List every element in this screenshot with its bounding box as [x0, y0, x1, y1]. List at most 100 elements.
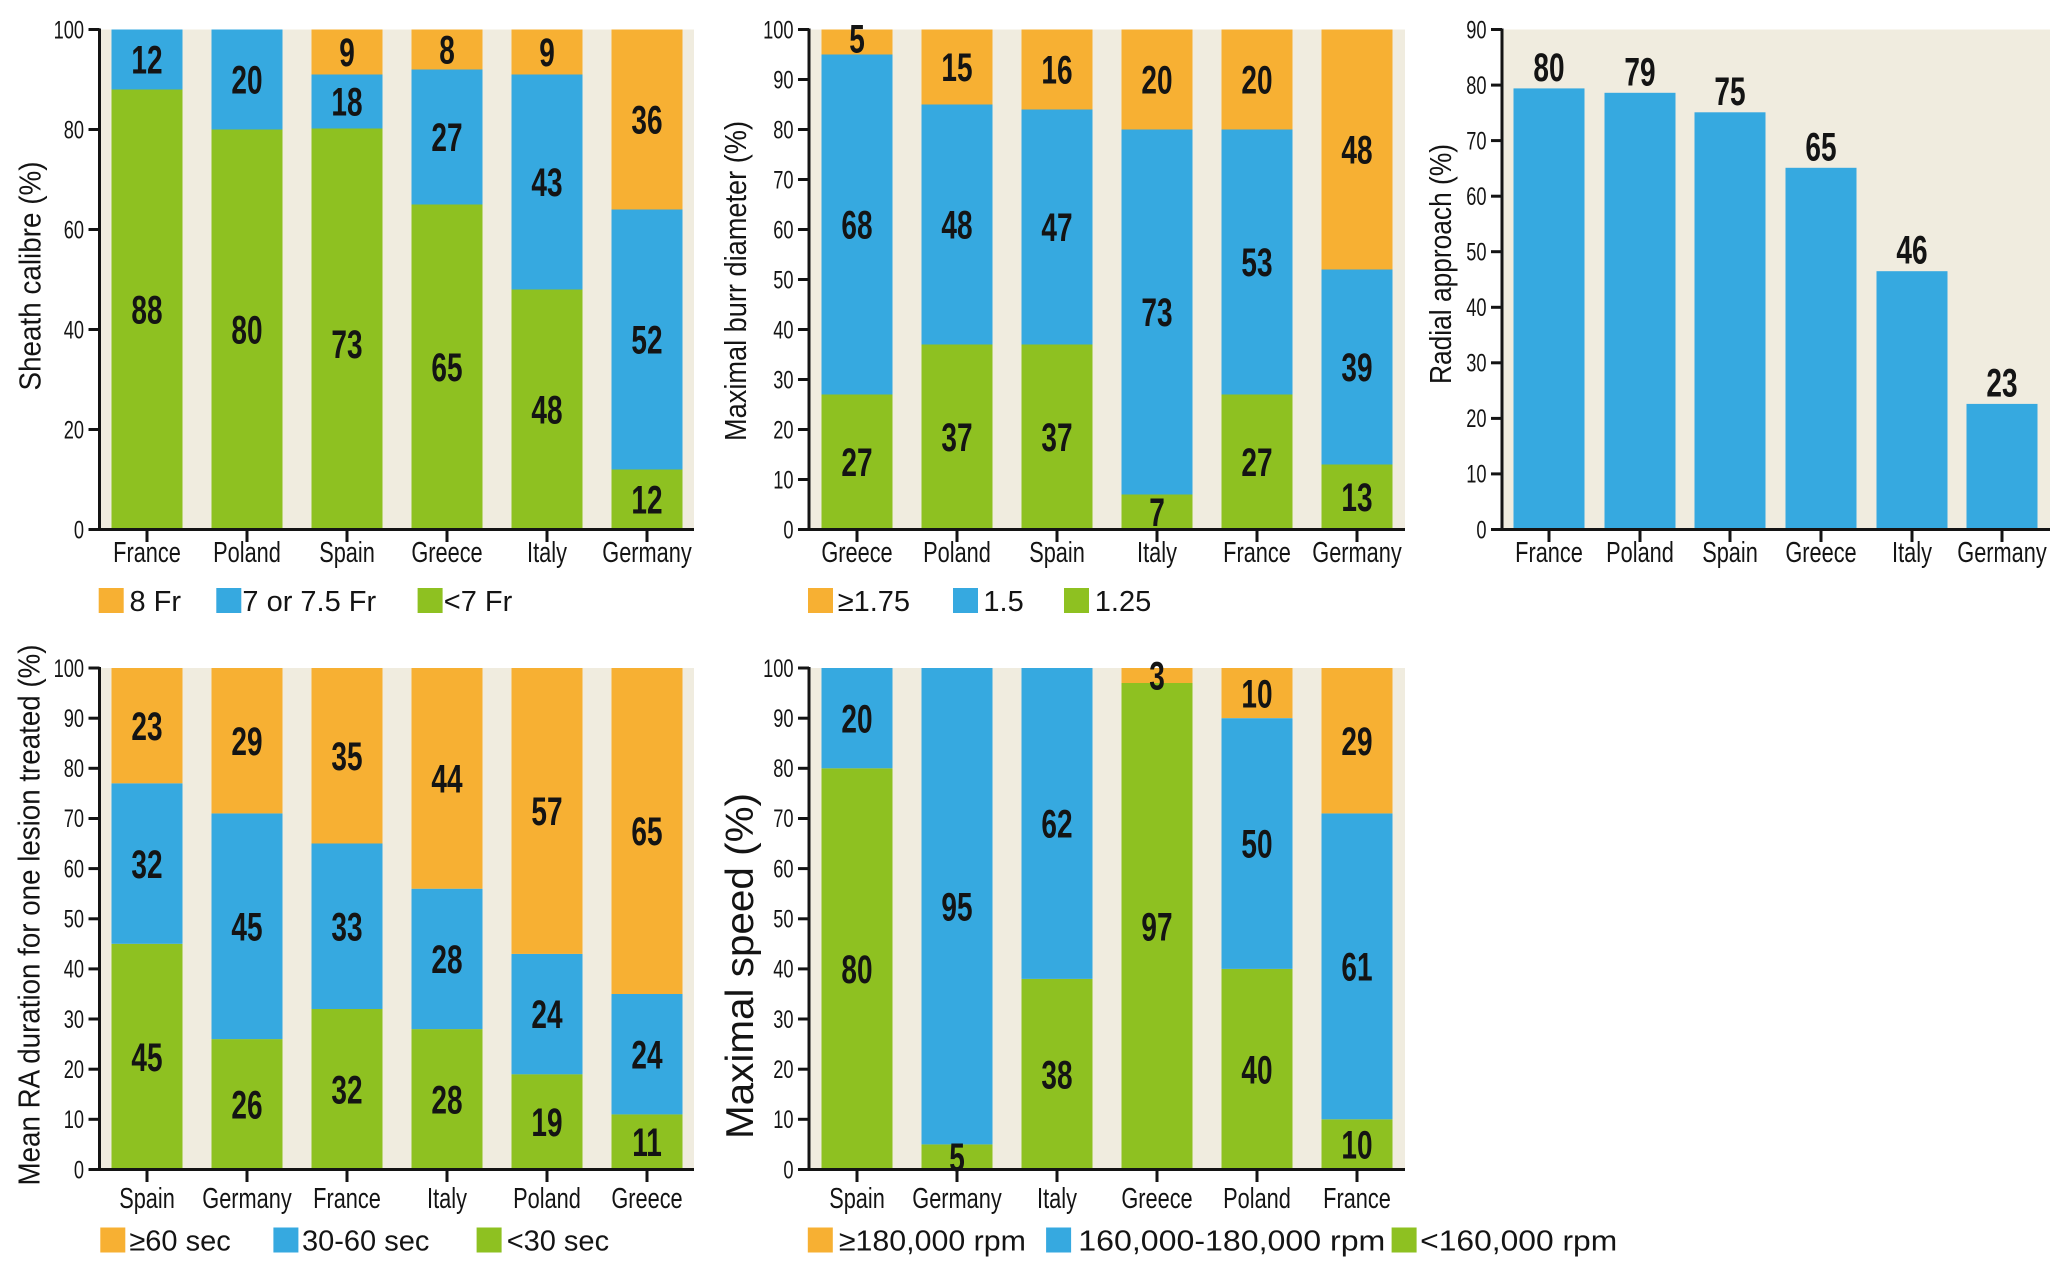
svg-text:50: 50: [773, 265, 793, 294]
svg-text:Maximal burr diameter (%): Maximal burr diameter (%): [718, 121, 753, 441]
svg-text:20: 20: [1141, 59, 1172, 103]
svg-text:Germany: Germany: [602, 537, 692, 569]
svg-text:80: 80: [64, 115, 84, 144]
svg-text:73: 73: [331, 323, 362, 367]
svg-text:France: France: [113, 537, 181, 569]
svg-text:10: 10: [1341, 1124, 1372, 1168]
svg-text:<7 Fr: <7 Fr: [444, 586, 513, 618]
svg-text:20: 20: [1466, 404, 1486, 433]
svg-text:80: 80: [64, 754, 84, 783]
svg-text:95: 95: [941, 886, 972, 930]
svg-text:8 Fr: 8 Fr: [130, 586, 182, 618]
svg-text:48: 48: [1341, 129, 1372, 173]
svg-text:France: France: [1515, 537, 1583, 569]
svg-text:Poland: Poland: [923, 537, 991, 569]
svg-text:32: 32: [131, 843, 162, 887]
svg-text:18: 18: [331, 81, 362, 125]
svg-text:30: 30: [773, 365, 793, 394]
svg-text:Germany: Germany: [202, 1183, 292, 1215]
svg-text:90: 90: [64, 704, 84, 733]
svg-text:35: 35: [331, 735, 362, 779]
svg-text:65: 65: [1805, 126, 1836, 170]
svg-text:8: 8: [439, 29, 455, 73]
svg-text:40: 40: [64, 315, 84, 344]
svg-text:45: 45: [231, 906, 262, 950]
svg-text:1.5: 1.5: [983, 586, 1023, 618]
svg-text:90: 90: [773, 65, 793, 94]
svg-text:France: France: [313, 1183, 381, 1215]
svg-text:20: 20: [64, 415, 84, 444]
svg-text:20: 20: [231, 59, 262, 103]
svg-text:45: 45: [131, 1036, 162, 1080]
svg-text:48: 48: [531, 389, 562, 433]
svg-text:30: 30: [64, 1005, 84, 1034]
svg-text:90: 90: [773, 704, 793, 733]
svg-text:Greece: Greece: [1785, 537, 1856, 569]
svg-text:5: 5: [949, 1136, 965, 1180]
svg-text:Maximal speed (%): Maximal speed (%): [719, 793, 762, 1139]
svg-text:Mean RA duration for one lesio: Mean RA duration for one lesion treated …: [12, 645, 47, 1186]
svg-text:19: 19: [531, 1101, 562, 1145]
svg-text:7 or 7.5 Fr: 7 or 7.5 Fr: [242, 586, 376, 618]
svg-text:12: 12: [131, 39, 162, 83]
svg-text:11: 11: [632, 1121, 662, 1165]
svg-text:Italy: Italy: [1037, 1183, 1077, 1215]
svg-text:50: 50: [773, 905, 793, 934]
svg-text:9: 9: [339, 31, 355, 75]
svg-text:23: 23: [1986, 362, 2017, 406]
svg-text:30: 30: [1466, 349, 1486, 378]
svg-text:80: 80: [231, 309, 262, 353]
svg-text:65: 65: [631, 810, 662, 854]
svg-text:60: 60: [773, 855, 793, 884]
svg-text:Radial approach (%): Radial approach (%): [1423, 144, 1458, 384]
svg-text:10: 10: [1466, 460, 1486, 489]
svg-text:88: 88: [131, 289, 162, 333]
svg-text:Italy: Italy: [527, 537, 567, 569]
svg-text:24: 24: [531, 993, 563, 1037]
svg-text:10: 10: [64, 1105, 84, 1134]
svg-text:0: 0: [1476, 515, 1486, 544]
svg-text:3: 3: [1149, 655, 1165, 699]
svg-text:60: 60: [1466, 182, 1486, 211]
svg-text:60: 60: [64, 855, 84, 884]
svg-text:Germany: Germany: [1312, 537, 1402, 569]
svg-text:37: 37: [941, 416, 972, 460]
svg-text:28: 28: [431, 1079, 462, 1123]
svg-text:80: 80: [1466, 71, 1486, 100]
svg-text:1.25: 1.25: [1095, 586, 1151, 618]
svg-text:43: 43: [531, 161, 562, 205]
svg-text:40: 40: [1241, 1049, 1272, 1093]
svg-text:20: 20: [841, 698, 872, 742]
svg-text:16: 16: [1041, 49, 1072, 93]
svg-text:Italy: Italy: [1137, 537, 1177, 569]
svg-text:20: 20: [64, 1055, 84, 1084]
svg-text:79: 79: [1624, 51, 1655, 95]
svg-text:27: 27: [1241, 441, 1272, 485]
svg-text:70: 70: [773, 804, 793, 833]
svg-text:Poland: Poland: [213, 537, 281, 569]
svg-text:40: 40: [773, 315, 793, 344]
svg-text:61: 61: [1341, 946, 1372, 990]
svg-text:62: 62: [1041, 803, 1072, 847]
svg-text:160,000-180,000 rpm: 160,000-180,000 rpm: [1078, 1225, 1385, 1257]
svg-text:32: 32: [331, 1069, 362, 1113]
svg-text:28: 28: [431, 938, 462, 982]
svg-text:Italy: Italy: [427, 1183, 467, 1215]
svg-text:100: 100: [54, 654, 84, 683]
svg-text:37: 37: [1041, 416, 1072, 460]
svg-text:Greece: Greece: [411, 537, 482, 569]
svg-text:57: 57: [531, 790, 562, 834]
svg-text:10: 10: [1241, 673, 1272, 717]
svg-text:68: 68: [841, 204, 872, 248]
svg-text:10: 10: [773, 1105, 793, 1134]
svg-text:France: France: [1223, 537, 1291, 569]
svg-text:Spain: Spain: [829, 1183, 885, 1215]
svg-text:Greece: Greece: [821, 537, 892, 569]
svg-text:29: 29: [1341, 720, 1372, 764]
svg-text:30-60 sec: 30-60 sec: [302, 1225, 429, 1257]
svg-text:20: 20: [773, 415, 793, 444]
svg-text:50: 50: [1241, 823, 1272, 867]
svg-text:50: 50: [64, 905, 84, 934]
svg-text:38: 38: [1041, 1054, 1072, 1098]
svg-text:100: 100: [763, 654, 793, 683]
